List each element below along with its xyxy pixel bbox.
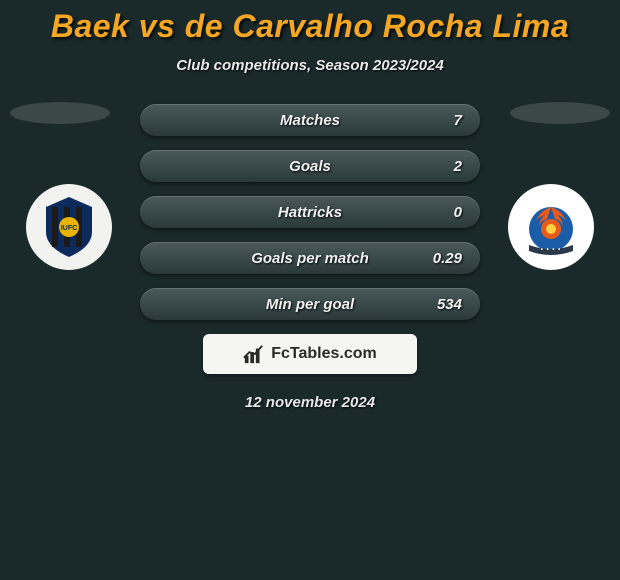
stat-row-goals: Goals 2 — [140, 150, 480, 182]
brand-box[interactable]: FcTables.com — [203, 334, 417, 374]
chart-bar-icon — [243, 343, 265, 365]
badge-circle-left: IUFC — [26, 184, 112, 270]
svg-text:IUFC: IUFC — [61, 225, 77, 232]
stat-value: 2 — [454, 158, 462, 175]
badge-circle-right: • • • • — [508, 184, 594, 270]
stat-row-goals-per-match: Goals per match 0.29 — [140, 242, 480, 274]
page-title: Baek vs de Carvalho Rocha Lima — [0, 8, 620, 45]
date-text: 12 november 2024 — [0, 394, 620, 411]
svg-text:• • • •: • • • • — [541, 247, 561, 253]
stat-value: 534 — [437, 296, 462, 313]
stat-value: 7 — [454, 112, 462, 129]
stat-label: Hattricks — [278, 204, 342, 221]
infographic-container: Baek vs de Carvalho Rocha Lima Club comp… — [0, 0, 620, 411]
stat-label: Goals per match — [251, 250, 369, 267]
stat-label: Goals — [289, 158, 331, 175]
brand-text: FcTables.com — [271, 345, 377, 363]
ellipse-right-decoration — [510, 102, 610, 124]
club-badge-right: • • • • — [508, 184, 594, 270]
stat-row-hattricks: Hattricks 0 — [140, 196, 480, 228]
stat-row-min-per-goal: Min per goal 534 — [140, 288, 480, 320]
content-area: IUFC • • • • Matches 7 — [0, 104, 620, 411]
stats-column: Matches 7 Goals 2 Hattricks 0 Goals per … — [140, 104, 480, 320]
stat-row-matches: Matches 7 — [140, 104, 480, 136]
stat-value: 0 — [454, 204, 462, 221]
club-crest-left-icon: IUFC — [34, 192, 104, 262]
stat-label: Matches — [280, 112, 340, 129]
stat-value: 0.29 — [433, 250, 462, 267]
stat-label: Min per goal — [266, 296, 354, 313]
subtitle: Club competitions, Season 2023/2024 — [0, 57, 620, 74]
ellipse-left-decoration — [10, 102, 110, 124]
club-crest-right-icon: • • • • — [513, 189, 589, 265]
club-badge-left: IUFC — [26, 184, 112, 270]
